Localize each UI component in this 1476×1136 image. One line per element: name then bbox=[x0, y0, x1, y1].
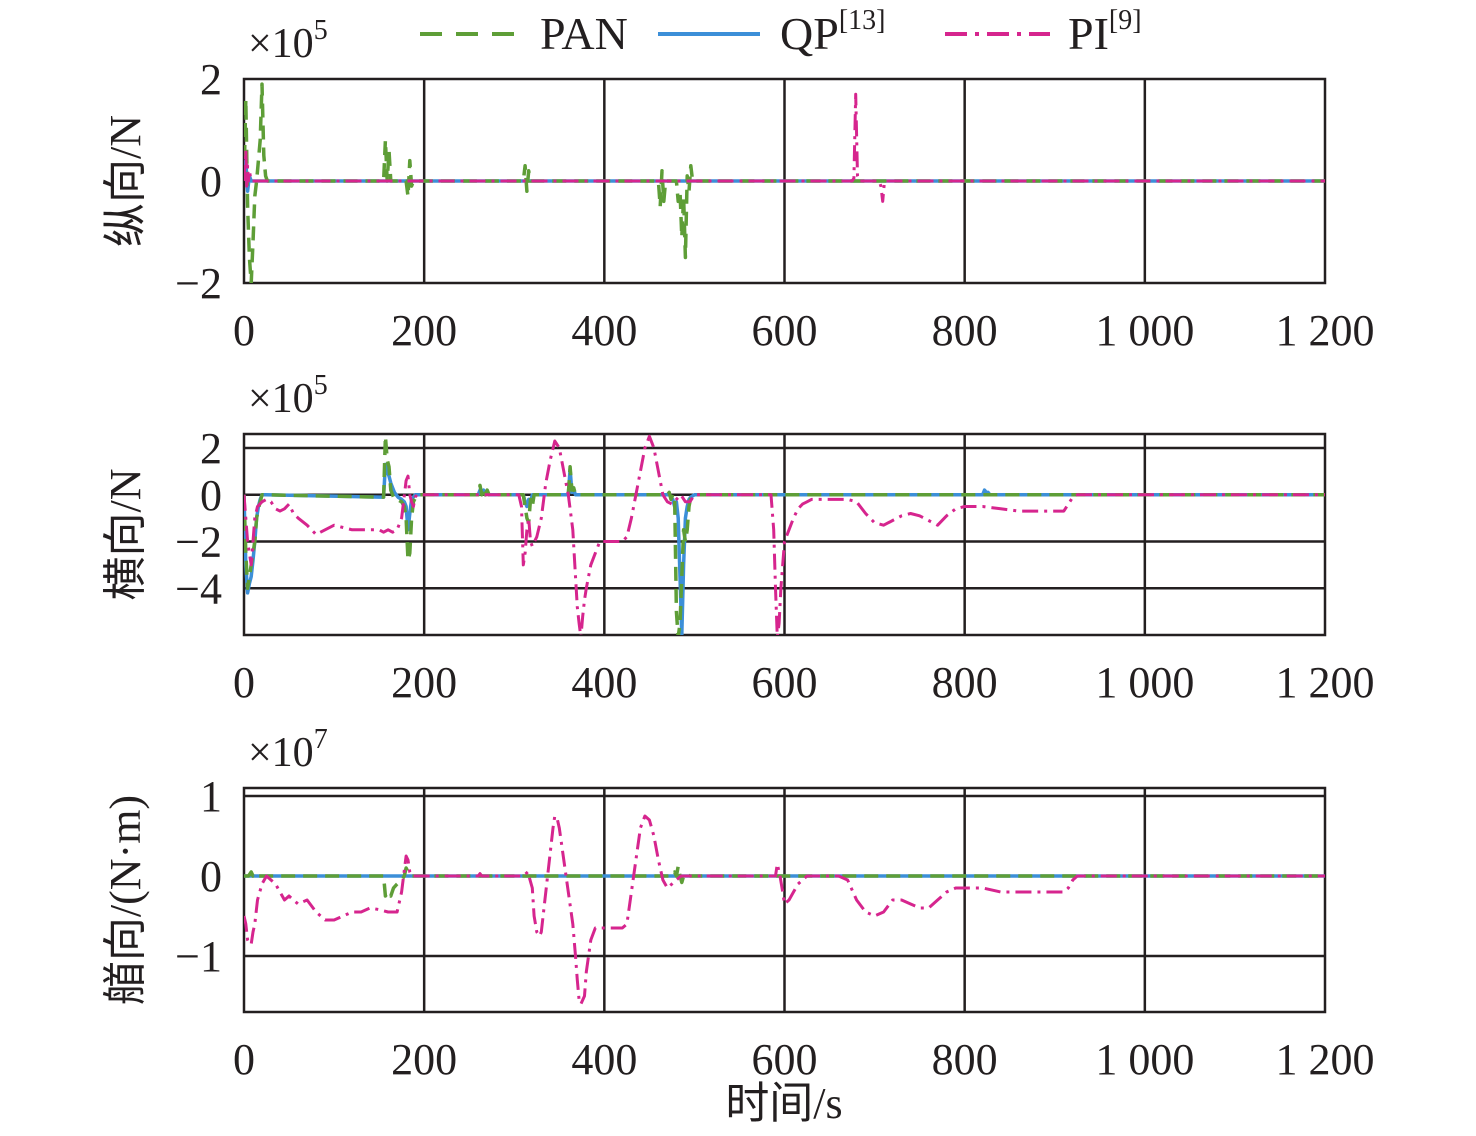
x-tick-label: 200 bbox=[391, 658, 457, 707]
x-tick-label: 1 200 bbox=[1276, 306, 1375, 355]
y-multiplier: ×105 bbox=[248, 15, 328, 67]
series-pi bbox=[244, 434, 1325, 635]
y-tick-label: 0 bbox=[200, 471, 222, 520]
y-axis-label: 横向/N bbox=[101, 469, 150, 601]
series-pi bbox=[244, 814, 1325, 1006]
y-axis-label: 艏向/(N·m) bbox=[101, 795, 150, 1005]
y-tick-label: 2 bbox=[200, 55, 222, 104]
x-tick-label: 1 000 bbox=[1095, 658, 1194, 707]
x-tick-label: 1 000 bbox=[1095, 1035, 1194, 1084]
x-tick-label: 1 200 bbox=[1276, 1035, 1375, 1084]
legend-item-pan: PAN bbox=[420, 8, 628, 59]
legend-ref: [9] bbox=[1109, 5, 1142, 36]
x-tick-label: 0 bbox=[233, 658, 255, 707]
x-tick-label: 0 bbox=[233, 306, 255, 355]
x-axis-label: 时间/s bbox=[725, 1079, 842, 1128]
x-tick-label: 600 bbox=[752, 658, 818, 707]
series-pan bbox=[244, 864, 1325, 898]
x-tick-label: 400 bbox=[571, 1035, 637, 1084]
y-tick-label: 1 bbox=[200, 772, 222, 821]
legend: PAN QP[13] PI[9] bbox=[420, 5, 1142, 59]
y-multiplier: ×107 bbox=[248, 724, 328, 776]
y-multiplier-exponent: 5 bbox=[314, 15, 328, 46]
y-multiplier-exponent: 5 bbox=[314, 370, 328, 401]
y-tick-label: 0 bbox=[200, 157, 222, 206]
y-axis-label: 纵向/N bbox=[101, 115, 150, 247]
x-tick-label: 600 bbox=[752, 306, 818, 355]
x-tick-label: 1 200 bbox=[1276, 658, 1375, 707]
y-tick-label: −4 bbox=[175, 564, 222, 613]
x-tick-label: 800 bbox=[932, 658, 998, 707]
y-multiplier-exponent: 7 bbox=[314, 724, 328, 755]
y-tick-label: −1 bbox=[175, 932, 222, 981]
x-tick-label: 200 bbox=[391, 306, 457, 355]
series-pan bbox=[244, 82, 1325, 283]
y-tick-label: 2 bbox=[200, 424, 222, 473]
plot-area bbox=[244, 82, 1325, 283]
plot-frame bbox=[242, 786, 1327, 1014]
x-tick-label: 600 bbox=[752, 1035, 818, 1084]
legend-item-pi: PI[9] bbox=[945, 5, 1142, 59]
x-tick-label: 400 bbox=[571, 306, 637, 355]
x-tick-label: 200 bbox=[391, 1035, 457, 1084]
series-pi bbox=[244, 92, 1325, 203]
y-tick-label: 0 bbox=[200, 852, 222, 901]
x-tick-label: 800 bbox=[932, 1035, 998, 1084]
legend-label-qp: QP[13] bbox=[780, 5, 885, 59]
plot-area bbox=[244, 814, 1325, 1006]
legend-item-qp: QP[13] bbox=[658, 5, 885, 59]
legend-label-pi: PI[9] bbox=[1068, 5, 1142, 59]
legend-ref: [13] bbox=[839, 5, 886, 36]
y-tick-label: −2 bbox=[175, 259, 222, 308]
y-tick-label: −2 bbox=[175, 518, 222, 567]
legend-label-pan: PAN bbox=[540, 8, 628, 59]
x-tick-label: 1 000 bbox=[1095, 306, 1194, 355]
x-tick-label: 400 bbox=[571, 658, 637, 707]
x-tick-label: 800 bbox=[932, 306, 998, 355]
x-tick-label: 0 bbox=[233, 1035, 255, 1084]
y-multiplier: ×105 bbox=[248, 370, 328, 422]
plot-area bbox=[244, 434, 1325, 635]
panel-3: 0 200 400 600 800 1 000 1 200 1 0 −1 ×107 艏向/(N·m) bbox=[101, 724, 1375, 1084]
